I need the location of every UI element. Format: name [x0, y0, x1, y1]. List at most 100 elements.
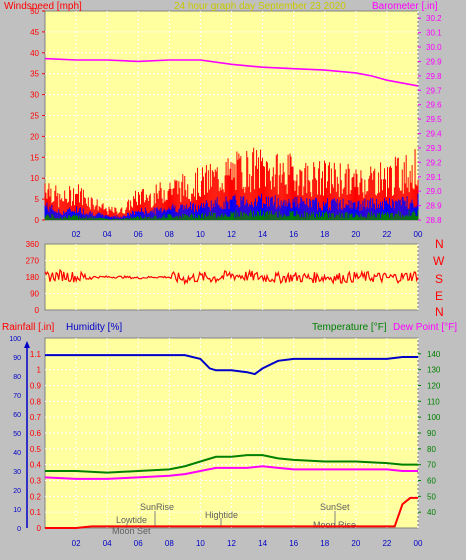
rainfall-label: Rainfall [.in] [2, 322, 54, 333]
x-tick-label: 02 [72, 230, 81, 239]
temp-tick-label: 110 [427, 397, 440, 406]
y-tick-label: 25 [30, 112, 39, 121]
y-tick-label: 45 [30, 28, 39, 37]
temp-tick-label: 90 [427, 429, 436, 438]
y-tick-label: 90 [30, 290, 39, 299]
x-tick-label: 14 [258, 539, 267, 548]
rain-tick-label: 0.4 [30, 461, 42, 470]
humidity-label: Humidity [%] [66, 322, 122, 333]
y2-tick-label: 29.9 [426, 57, 442, 66]
y2-tick-label: 29.3 [426, 144, 442, 153]
humidity-tick-label: 50 [13, 431, 21, 438]
x-tick-label: 16 [289, 539, 298, 548]
y-tick-label: 360 [26, 240, 40, 249]
y2-tick-label: 29.6 [426, 101, 442, 110]
top-right-axis: 28.8 28.9 29.0 29.1 29.2 29.3 29.4 29.5 29.6 29.7… [418, 14, 442, 225]
humidity-tick-label: 10 [13, 507, 21, 514]
x-tick-label: 06 [134, 539, 143, 548]
temp-tick-label: 140 [427, 350, 441, 359]
y2-tick-label: 30.1 [426, 29, 442, 38]
temp-tick-label: 130 [427, 366, 441, 375]
temp-tick-label: 120 [427, 382, 441, 391]
y2-tick-label: 29.1 [426, 173, 442, 182]
graph-title: 24 hour graph day September 23 2020 [174, 1, 346, 12]
x-tick-label: 04 [103, 539, 112, 548]
annotation-lowtide: Lowtide [116, 515, 147, 525]
x-tick-label: 08 [165, 539, 174, 548]
rainfall-line [45, 496, 418, 529]
top-wind-bars [44, 147, 419, 220]
y-tick-label: 15 [30, 153, 39, 162]
rain-tick-label: 0.1 [30, 508, 42, 517]
rain-tick-label: 0.5 [30, 445, 42, 454]
x-tick-label: 18 [320, 230, 329, 239]
dir-letter: N [435, 305, 444, 319]
rain-tick-label: 0.2 [30, 492, 42, 501]
temp-tick-label: 70 [427, 461, 436, 470]
barometer-label: Barometer [.in] [372, 1, 438, 12]
y2-tick-label: 28.9 [426, 202, 442, 211]
x-tick-label: 06 [134, 230, 143, 239]
y2-tick-label: 29.0 [426, 187, 442, 196]
x-tick-label: 08 [165, 230, 174, 239]
y-tick-label: 30 [30, 91, 39, 100]
y-tick-label: 0 [35, 306, 40, 315]
humidity-tick-label: 60 [13, 412, 21, 419]
bottom-x-axis: 02 04 06 08 10 12 14 16 18 20 22 00 [72, 539, 423, 548]
humidity-tick-label: 0 [17, 526, 21, 533]
y-tick-label: 270 [26, 257, 40, 266]
humidity-tick-label: 40 [13, 450, 21, 457]
x-tick-label: 22 [382, 230, 391, 239]
y-tick-label: 35 [30, 70, 39, 79]
annotation-sunset: SunSet [320, 502, 350, 512]
top-left-axis: 0 5 10 15 20 25 30 35 40 45 50 [30, 7, 45, 225]
humidity-axis: 0 10 20 30 40 50 60 70 80 90 100 [9, 336, 30, 533]
y2-tick-label: 30.0 [426, 43, 442, 52]
x-tick-label: 20 [351, 539, 360, 548]
y2-tick-label: 29.5 [426, 115, 442, 124]
direction-axis: 0 90 180 270 360 [26, 240, 40, 315]
x-tick-label: 22 [382, 539, 391, 548]
rain-tick-label: 0.7 [30, 413, 42, 422]
y-tick-label: 10 [30, 174, 39, 183]
bottom-annotations: SunRise Lowtide Moon Set Hightide SunSet… [112, 502, 356, 536]
y2-tick-label: 28.8 [426, 216, 442, 225]
temperature-label: Temperature [°F] [312, 322, 387, 333]
bottom-lines [44, 354, 418, 529]
barometer-line [44, 57, 419, 87]
annotation-moonset: Moon Set [112, 526, 151, 536]
humidity-axis-arrow [24, 341, 30, 348]
dewpoint-line [44, 465, 418, 480]
y-tick-label: 40 [30, 49, 39, 58]
top-lines [44, 57, 419, 87]
humidity-tick-label: 70 [13, 393, 21, 400]
y-tick-label: 5 [35, 195, 40, 204]
dir-letter: N [435, 237, 444, 251]
wind-direction-line [44, 268, 419, 286]
rain-tick-label: 0.3 [30, 477, 42, 486]
annotation-hightide: Hightide [205, 510, 238, 520]
rain-tick-label: 0 [37, 524, 42, 533]
top-grid [45, 11, 419, 220]
dir-letter: E [435, 289, 443, 303]
y-tick-label: 0 [35, 216, 40, 225]
x-tick-label: 10 [196, 230, 205, 239]
top-x-axis: 02 04 06 08 10 12 14 16 18 20 22 00 [72, 230, 423, 239]
x-tick-label: 10 [196, 539, 205, 548]
rain-axis: 0 0.1 0.2 0.3 0.4 0.5 0.6 0.7 0.8 0.9 1 1.1 [30, 350, 42, 533]
x-tick-label: 02 [72, 539, 81, 548]
x-tick-label: 16 [289, 230, 298, 239]
temp-tick-label: 50 [427, 492, 436, 501]
rain-tick-label: 0.6 [30, 429, 42, 438]
humidity-tick-label: 30 [13, 469, 21, 476]
temperature-line [45, 454, 418, 474]
rain-tick-label: 0.9 [30, 382, 42, 391]
x-tick-label: 18 [320, 539, 329, 548]
y-tick-label: 180 [26, 273, 40, 282]
humidity-tick-label: 80 [13, 374, 21, 381]
dir-letter: S [435, 272, 443, 286]
rain-tick-label: 1.1 [30, 350, 42, 359]
rain-tick-label: 0.8 [30, 397, 42, 406]
